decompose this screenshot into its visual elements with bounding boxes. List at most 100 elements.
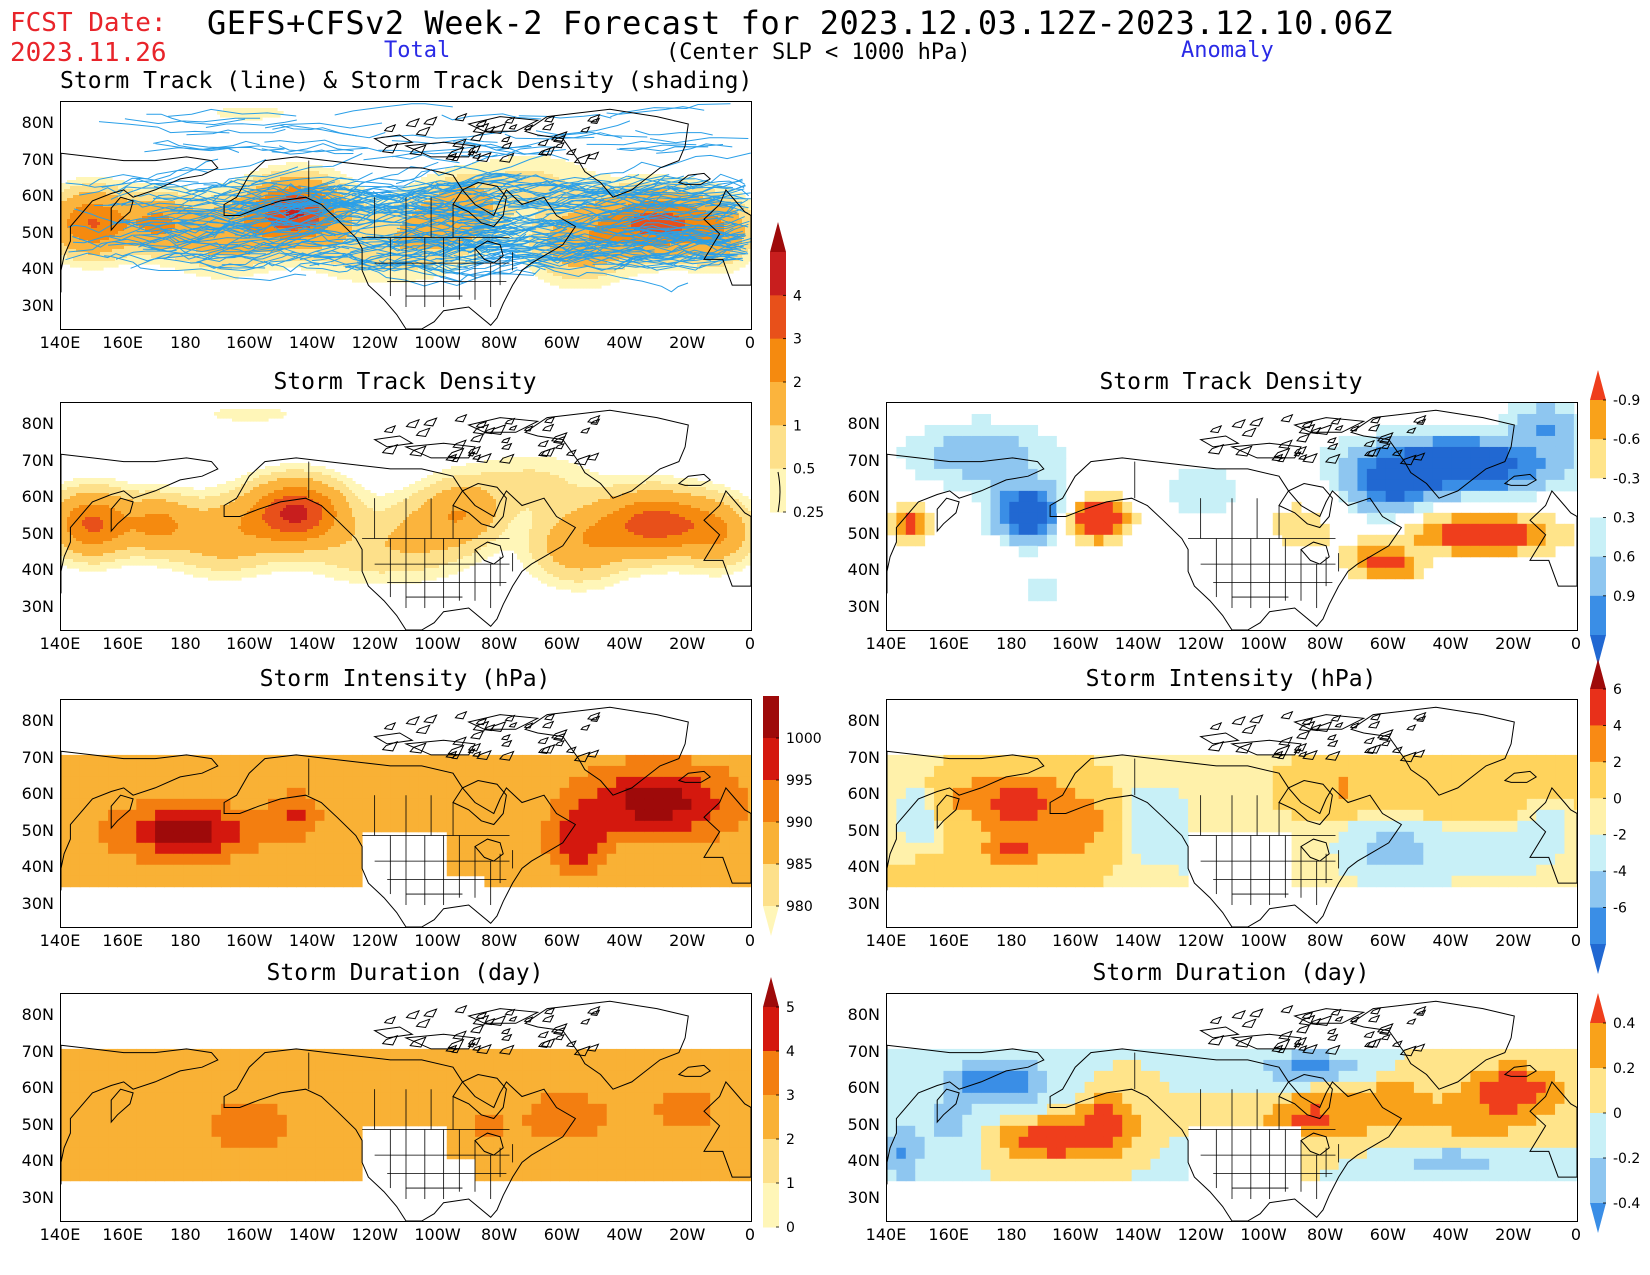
map-canvas-duration-anom xyxy=(887,1000,1577,1221)
lon-tick-label: 100W xyxy=(1240,634,1286,653)
lat-tick-label: 80N xyxy=(838,414,880,433)
lat-tick-label: 30N xyxy=(12,1188,54,1207)
lon-tick-label: 20W xyxy=(1491,1225,1535,1244)
anomaly-column-label: Anomaly xyxy=(1181,38,1274,63)
lon-tick-label: 140W xyxy=(289,1225,335,1244)
lon-tick-label: 100W xyxy=(1240,1225,1286,1244)
page-title: GEFS+CFSv2 Week-2 Forecast for 2023.12.0… xyxy=(207,4,1393,42)
lon-tick-label: 60W xyxy=(1366,1225,1410,1244)
lat-tick-label: 40N xyxy=(12,560,54,579)
lat-tick-label: 70N xyxy=(12,748,54,767)
lat-tick-label: 40N xyxy=(12,857,54,876)
lon-tick-label: 140E xyxy=(38,1225,82,1244)
lon-tick-label: 60W xyxy=(540,333,584,352)
lon-tick-label: 80W xyxy=(1303,1225,1347,1244)
colorbar-intensity-anom: 6 4 2 0 -2 -4 -6 xyxy=(1590,659,1645,974)
lat-tick-label: 70N xyxy=(12,150,54,169)
lon-tick-label: 120W xyxy=(1178,1225,1224,1244)
lon-tick-label: 120W xyxy=(352,1225,398,1244)
lat-tick-label: 30N xyxy=(838,1188,880,1207)
lat-tick-label: 60N xyxy=(12,186,54,205)
lon-tick-label: 80W xyxy=(477,333,521,352)
map-duration-total xyxy=(60,993,752,1222)
colorbar-tick-label: -0.2 xyxy=(1613,1151,1640,1167)
lon-tick-label: 60W xyxy=(540,634,584,653)
colorbar-tick-label: -6 xyxy=(1613,901,1627,917)
lon-tick-label: 80W xyxy=(1303,634,1347,653)
colorbar-tick-label: 0.3 xyxy=(1613,511,1635,527)
colorbar-tick-label: 2 xyxy=(786,1132,795,1148)
lon-tick-label: 160E xyxy=(101,1225,145,1244)
lat-tick-label: 40N xyxy=(12,259,54,278)
lon-tick-label: 180 xyxy=(163,333,207,352)
panel-title-duration-anom: Storm Duration (day) xyxy=(886,960,1576,986)
lon-tick-label: 180 xyxy=(163,931,207,950)
colorbar-tick-label: 3 xyxy=(793,332,802,348)
colorbar-tick-label: 0.2 xyxy=(1613,1061,1635,1077)
lat-tick-label: 80N xyxy=(838,711,880,730)
colorbar-tick-label: -0.6 xyxy=(1613,432,1640,448)
lon-tick-label: 160E xyxy=(927,931,971,950)
lon-tick-label: 0 xyxy=(728,931,772,950)
colorbar-tick-label: 0 xyxy=(1613,1106,1622,1122)
lat-tick-label: 80N xyxy=(12,711,54,730)
lon-tick-label: 80W xyxy=(477,1225,521,1244)
colorbar-tick-label: 1 xyxy=(793,418,802,434)
lon-tick-label: 0 xyxy=(728,634,772,653)
lon-tick-label: 60W xyxy=(1366,931,1410,950)
lon-tick-label: 180 xyxy=(163,1225,207,1244)
colorbar-tick-label: 0.25 xyxy=(793,505,824,521)
colorbar-tick-label: -2 xyxy=(1613,828,1627,844)
map-density-total xyxy=(60,402,752,631)
lon-tick-label: 180 xyxy=(989,634,1033,653)
map-track-total xyxy=(60,101,752,330)
map-canvas-intensity-anom xyxy=(887,706,1577,927)
lon-tick-label: 80W xyxy=(1303,931,1347,950)
lon-tick-label: 0 xyxy=(728,1225,772,1244)
lon-tick-label: 160E xyxy=(101,634,145,653)
lat-tick-label: 30N xyxy=(12,296,54,315)
colorbar-tick-label: 995 xyxy=(786,773,813,789)
colorbar-tick-label: 980 xyxy=(786,899,813,915)
colorbar-tick-label: 3 xyxy=(786,1088,795,1104)
lat-tick-label: 60N xyxy=(838,487,880,506)
map-canvas-density-total xyxy=(61,409,751,630)
colorbar-tick-label: 985 xyxy=(786,857,813,873)
panel-title-track-total: Storm Track (line) & Storm Track Density… xyxy=(60,68,752,94)
lon-tick-label: 60W xyxy=(540,931,584,950)
lon-tick-label: 140E xyxy=(864,931,908,950)
lat-tick-label: 50N xyxy=(838,821,880,840)
panel-title-intensity-anom: Storm Intensity (hPa) xyxy=(886,666,1576,692)
lat-tick-label: 70N xyxy=(12,1042,54,1061)
lat-tick-label: 40N xyxy=(838,560,880,579)
colorbar-tick-label: -0.4 xyxy=(1613,1196,1640,1212)
lon-tick-label: 120W xyxy=(352,931,398,950)
colorbar-tick-label: 0.4 xyxy=(1613,1016,1635,1032)
colorbar-tick-label: 0 xyxy=(786,1220,795,1236)
panel-title-density-anom: Storm Track Density xyxy=(886,369,1576,395)
lat-tick-label: 50N xyxy=(838,524,880,543)
colorbar-tick-label: 4 xyxy=(1613,718,1622,734)
lon-tick-label: 100W xyxy=(414,931,460,950)
total-column-label: Total xyxy=(384,38,450,63)
colorbar-tick-label: 4 xyxy=(793,288,802,304)
colorbar-tick-label: 1 xyxy=(786,1176,795,1192)
lon-tick-label: 20W xyxy=(665,931,709,950)
lat-tick-label: 40N xyxy=(12,1151,54,1170)
lon-tick-label: 120W xyxy=(1178,931,1224,950)
lon-tick-label: 20W xyxy=(665,1225,709,1244)
lon-tick-label: 80W xyxy=(477,931,521,950)
colorbar-tick-label: -0.9 xyxy=(1613,393,1640,409)
lat-tick-label: 30N xyxy=(12,597,54,616)
lat-tick-label: 50N xyxy=(12,1115,54,1134)
colorbar-tick-label: -0.3 xyxy=(1613,471,1640,487)
lat-tick-label: 80N xyxy=(12,414,54,433)
lon-tick-label: 160E xyxy=(101,931,145,950)
lon-tick-label: 160W xyxy=(226,333,272,352)
lon-tick-label: 120W xyxy=(352,634,398,653)
panel-title-duration-total: Storm Duration (day) xyxy=(60,960,750,986)
lon-tick-label: 160W xyxy=(226,1225,272,1244)
lon-tick-label: 160W xyxy=(226,634,272,653)
lon-tick-label: 140E xyxy=(864,634,908,653)
map-density-anom xyxy=(886,402,1578,631)
